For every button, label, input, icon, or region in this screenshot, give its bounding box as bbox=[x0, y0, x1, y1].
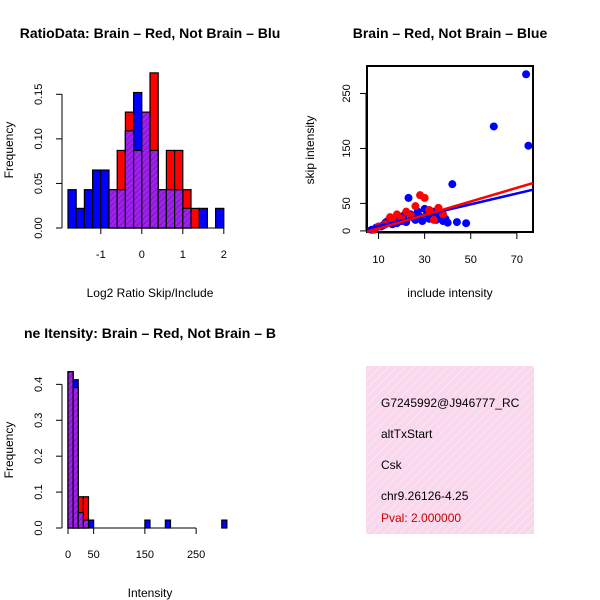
point-brain bbox=[420, 193, 429, 202]
scatter-fit-lines bbox=[366, 181, 534, 234]
x-tick-label: 0 bbox=[139, 249, 145, 261]
point-not-brain bbox=[404, 193, 413, 202]
x-tick-label: 50 bbox=[88, 549, 100, 561]
bar-overlap-hatch bbox=[166, 189, 175, 228]
y-tick-label: 0.2 bbox=[33, 449, 45, 464]
bar-overlap-hatch bbox=[117, 189, 126, 228]
point-not-brain bbox=[489, 122, 498, 131]
bar-overlap-hatch bbox=[78, 512, 84, 528]
intensity-histogram-xlabel: Intensity bbox=[128, 586, 173, 600]
fit-line-not-brain bbox=[366, 188, 534, 230]
point-brain bbox=[411, 202, 420, 211]
fit-line-brain bbox=[366, 181, 534, 234]
intensity-scatter-y-axis: 0 50 150 250 bbox=[341, 84, 367, 234]
bar-overlap-hatch bbox=[83, 520, 89, 528]
ratio-histogram-bars bbox=[67, 72, 225, 229]
info-panel-hatch bbox=[366, 366, 534, 534]
x-tick-label: 50 bbox=[465, 254, 477, 266]
y-tick-label: 150 bbox=[341, 139, 353, 157]
bar-not-brain bbox=[144, 519, 151, 529]
y-tick-label: 0.10 bbox=[33, 128, 45, 149]
intensity-histogram-x-axis: 0 50 150 250 bbox=[65, 527, 205, 561]
intensity-scatter-xlabel: include intensity bbox=[407, 286, 492, 300]
intensity-histogram-ylabel: Frequency bbox=[2, 422, 16, 479]
bar-not-brain bbox=[75, 207, 85, 229]
x-tick-label: 30 bbox=[419, 254, 431, 266]
bar-overlap-hatch bbox=[141, 112, 150, 228]
bar-not-brain bbox=[164, 519, 172, 529]
ratio-histogram-title: RatioData: Brain – Red, Not Brain – Blu bbox=[20, 25, 281, 41]
point-brain bbox=[429, 215, 438, 224]
bar-overlap-hatch bbox=[150, 150, 159, 228]
intensity-scatter-title: Brain – Red, Not Brain – Blue bbox=[353, 25, 548, 41]
bar-overlap-hatch bbox=[174, 189, 183, 228]
info-location: chr9.26126-4.25 bbox=[381, 489, 469, 503]
info-pval: Pval: 2.000000 bbox=[381, 511, 461, 525]
intensity-histogram-bars bbox=[67, 371, 228, 529]
bar-overlap-hatch bbox=[125, 130, 134, 228]
y-tick-label: 0.3 bbox=[33, 413, 45, 428]
info-event-type: altTxStart bbox=[381, 427, 433, 441]
info-gene: Csk bbox=[381, 458, 403, 472]
intensity-histogram-y-axis: 0.0 0.1 0.2 0.3 0.4 bbox=[33, 377, 63, 536]
y-tick-label: 0.00 bbox=[33, 217, 45, 238]
bar-not-brain bbox=[100, 169, 110, 229]
y-tick-label: 0.1 bbox=[33, 484, 45, 499]
x-tick-label: 250 bbox=[187, 549, 205, 561]
bar-overlap-hatch bbox=[73, 387, 79, 528]
bar-overlap-hatch bbox=[182, 208, 191, 228]
y-tick-label: 0.4 bbox=[33, 377, 45, 392]
ratio-histogram-y-axis: 0.00 0.05 0.10 0.15 bbox=[33, 84, 63, 239]
intensity-scatter-x-axis: 10 30 50 70 bbox=[372, 232, 523, 266]
x-tick-label: -1 bbox=[96, 249, 106, 261]
bar-overlap-hatch bbox=[109, 189, 118, 228]
intensity-histogram: ne Itensity: Brain – Red, Not Brain – B … bbox=[2, 325, 276, 600]
x-tick-label: 2 bbox=[221, 249, 227, 261]
ratio-histogram: RatioData: Brain – Red, Not Brain – Blu … bbox=[2, 25, 280, 300]
point-not-brain bbox=[522, 70, 531, 79]
y-tick-label: 250 bbox=[341, 84, 353, 102]
ratio-histogram-ylabel: Frequency bbox=[2, 122, 16, 179]
point-not-brain bbox=[448, 180, 457, 189]
x-tick-label: 1 bbox=[180, 249, 186, 261]
ratio-histogram-x-axis: -1 0 1 2 bbox=[96, 227, 227, 261]
bar-overlap-hatch bbox=[158, 189, 167, 228]
ratio-histogram-xlabel: Log2 Ratio Skip/Include bbox=[87, 286, 214, 300]
y-tick-label: 50 bbox=[341, 197, 353, 209]
point-not-brain bbox=[462, 219, 471, 228]
bar-not-brain bbox=[87, 519, 95, 529]
intensity-histogram-title: ne Itensity: Brain – Red, Not Brain – B bbox=[24, 325, 276, 341]
y-tick-label: 0.15 bbox=[33, 84, 45, 105]
bar-overlap-hatch bbox=[68, 371, 74, 528]
bar-overlap-hatch bbox=[133, 150, 142, 228]
bar-not-brain bbox=[83, 189, 94, 229]
info-id-line: G7245992@J946777_RC bbox=[381, 396, 520, 410]
x-tick-label: 10 bbox=[372, 254, 384, 266]
x-tick-label: 0 bbox=[65, 549, 71, 561]
bar-not-brain bbox=[91, 169, 102, 229]
bar-not-brain bbox=[215, 207, 225, 229]
intensity-scatter: Brain – Red, Not Brain – Blue 10 30 50 70 0… bbox=[303, 25, 547, 300]
scatter-plot-frame bbox=[366, 65, 534, 233]
intensity-scatter-ylabel: skip intensity bbox=[303, 116, 317, 185]
info-panel: G7245992@J946777_RC altTxStart Csk chr9.… bbox=[366, 366, 534, 534]
point-not-brain bbox=[524, 141, 533, 150]
x-tick-label: 150 bbox=[136, 549, 154, 561]
bar-brain bbox=[190, 207, 200, 229]
bar-not-brain bbox=[221, 519, 228, 529]
info-panel-clip-mask bbox=[534, 380, 600, 420]
y-tick-label: 0 bbox=[341, 228, 353, 234]
point-not-brain bbox=[418, 217, 427, 226]
y-tick-label: 0.0 bbox=[33, 520, 45, 535]
bar-not-brain bbox=[67, 189, 77, 229]
point-not-brain bbox=[443, 218, 452, 227]
point-not-brain bbox=[452, 218, 461, 227]
x-tick-label: 70 bbox=[511, 254, 523, 266]
y-tick-label: 0.05 bbox=[33, 173, 45, 194]
bar-not-brain bbox=[198, 207, 208, 229]
